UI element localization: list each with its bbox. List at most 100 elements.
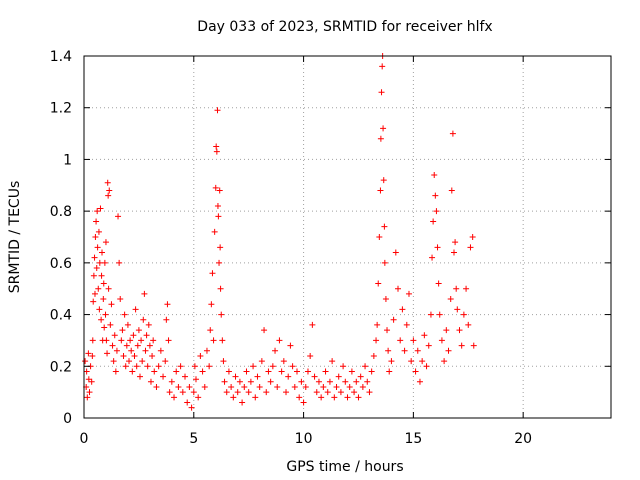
data-point — [105, 285, 112, 292]
data-point — [145, 321, 152, 328]
data-point — [171, 394, 178, 401]
data-point — [304, 368, 311, 375]
data-point — [463, 285, 470, 292]
data-point — [392, 249, 399, 256]
data-point — [335, 373, 342, 380]
x-tick-label: 15 — [404, 431, 422, 447]
data-point — [140, 316, 147, 323]
data-point — [126, 358, 133, 365]
data-point — [120, 352, 127, 359]
data-point — [431, 171, 438, 178]
data-point — [110, 358, 117, 365]
data-point — [337, 389, 344, 396]
data-point — [368, 368, 375, 375]
y-tick-label: 0.4 — [50, 308, 72, 324]
data-point — [346, 383, 353, 390]
data-point — [302, 383, 309, 390]
data-point — [435, 280, 442, 287]
tick-labels-layer: 0 0.2 0.4 0.6 0.8 1 1.2 1.4 0 5 10 15 20 — [50, 49, 532, 447]
data-point — [416, 378, 423, 385]
data-point — [89, 337, 96, 344]
data-point — [98, 316, 105, 323]
data-point — [460, 311, 467, 318]
data-point — [245, 389, 252, 396]
data-point — [381, 259, 388, 266]
data-point — [433, 208, 440, 215]
data-point — [134, 342, 141, 349]
data-point — [203, 347, 210, 354]
data-point — [113, 347, 120, 354]
data-point — [201, 383, 208, 390]
data-point — [151, 368, 158, 375]
x-axis-label: GPS time / hours — [286, 459, 403, 475]
data-point — [173, 368, 180, 375]
data-point — [92, 234, 99, 240]
data-point — [186, 383, 193, 390]
data-point — [385, 347, 392, 354]
data-point — [221, 378, 228, 385]
data-point — [405, 290, 412, 297]
data-point — [395, 285, 402, 292]
data-point — [90, 298, 97, 305]
data-point — [214, 202, 221, 209]
data-point — [100, 280, 107, 287]
data-point — [96, 306, 103, 313]
data-point — [377, 135, 384, 142]
data-point — [280, 358, 287, 365]
data-point — [111, 332, 118, 339]
plot-frame — [83, 55, 612, 419]
data-point — [104, 350, 111, 357]
data-point — [380, 125, 387, 132]
data-point — [162, 358, 169, 365]
data-point — [129, 368, 136, 375]
data-point — [425, 342, 432, 349]
data-point — [351, 389, 358, 396]
data-point — [216, 187, 223, 194]
data-point — [432, 192, 439, 199]
data-point — [123, 342, 130, 349]
data-point — [291, 383, 298, 390]
data-point — [127, 337, 134, 344]
data-point — [278, 368, 285, 375]
data-point — [331, 394, 338, 401]
data-point — [146, 342, 153, 349]
data-point — [234, 389, 241, 396]
data-point — [401, 347, 408, 354]
data-point — [217, 244, 224, 251]
data-point — [153, 383, 160, 390]
data-point — [456, 327, 463, 334]
data-point — [256, 383, 263, 390]
data-point — [168, 378, 175, 385]
data-point — [210, 337, 217, 344]
data-point — [421, 332, 428, 339]
data-point — [165, 337, 172, 344]
data-point — [414, 347, 421, 354]
data-point — [342, 378, 349, 385]
data-point — [164, 301, 171, 308]
data-point — [211, 228, 218, 235]
data-point — [447, 296, 454, 303]
data-point — [283, 389, 290, 396]
data-point — [133, 363, 140, 370]
data-point — [142, 347, 149, 354]
data-point — [465, 321, 472, 328]
ticks-layer — [83, 55, 611, 419]
data-point — [157, 347, 164, 354]
data-point — [311, 373, 318, 380]
data-point — [423, 363, 430, 370]
data-point — [206, 363, 213, 370]
data-point — [243, 368, 250, 375]
y-tick-label: 0 — [63, 411, 72, 427]
data-point — [450, 249, 457, 256]
data-point — [166, 389, 173, 396]
data-point — [340, 363, 347, 370]
data-point — [104, 179, 111, 186]
data-point — [448, 187, 455, 194]
data-point — [399, 306, 406, 313]
data-point — [220, 358, 227, 365]
data-point — [315, 378, 322, 385]
data-point — [83, 368, 90, 375]
data-point — [366, 389, 373, 396]
